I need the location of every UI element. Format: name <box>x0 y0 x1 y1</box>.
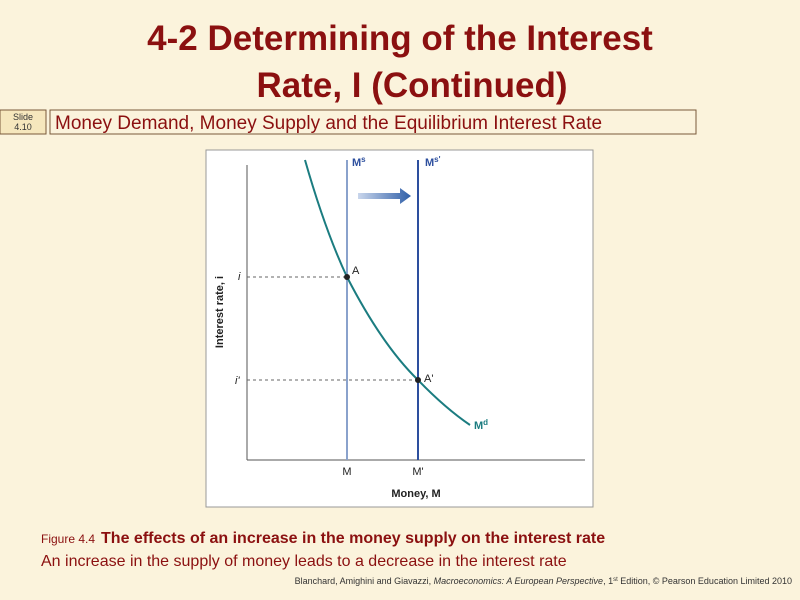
label-base: M <box>352 157 361 169</box>
money-label: M <box>342 466 351 478</box>
equilibrium-point <box>344 274 350 280</box>
supply-label: Ms' <box>425 155 441 169</box>
supply-label: Ms <box>352 155 366 169</box>
footer-edition-sup: st <box>613 577 618 583</box>
point-label: A' <box>424 373 433 385</box>
figure-number: Figure 4.4 <box>41 532 95 546</box>
y-axis-label: Interest rate, i <box>214 276 226 348</box>
footer-edition: , 1 <box>603 576 613 586</box>
slide-label-box <box>0 109 47 135</box>
figure-title: The effects of an increase in the money … <box>101 530 605 547</box>
demand-label: Md <box>474 418 488 432</box>
caption-heading: Figure 4.4 The effects of an increase in … <box>41 530 605 547</box>
footer-citation: Blanchard, Amighini and Giavazzi, Macroe… <box>295 576 792 586</box>
title-line: 4-2 Determining of the Interest <box>147 19 653 58</box>
money-label: M' <box>412 466 423 478</box>
equilibrium-point <box>415 377 421 383</box>
shift-arrow <box>358 188 411 204</box>
rate-label: i' <box>235 375 240 387</box>
slide-label: Slide <box>13 112 33 122</box>
x-axis-label: Money, M <box>391 488 440 500</box>
caption-text: An increase in the supply of money leads… <box>41 553 567 570</box>
label-sup: d <box>483 418 488 427</box>
slide-label: 4.10 <box>14 122 32 132</box>
label-sup: s <box>361 155 366 164</box>
label-sup: s' <box>434 155 440 164</box>
footer-book: Macroeconomics: A European Perspective <box>434 576 603 586</box>
footer-rest: Edition, © Pearson Education Limited 201… <box>618 576 792 586</box>
demand-curve <box>304 159 471 426</box>
label-base: M <box>425 157 434 169</box>
label-base: M <box>474 420 483 432</box>
subtitle: Money Demand, Money Supply and the Equil… <box>55 113 602 134</box>
footer-authors: Blanchard, Amighini and Giavazzi, <box>295 576 434 586</box>
figure-panel <box>205 149 594 508</box>
point-label: A <box>352 265 360 277</box>
title-line: Rate, I (Continued) <box>256 66 567 105</box>
subtitle-box <box>49 109 697 135</box>
rate-label: i <box>238 271 241 283</box>
